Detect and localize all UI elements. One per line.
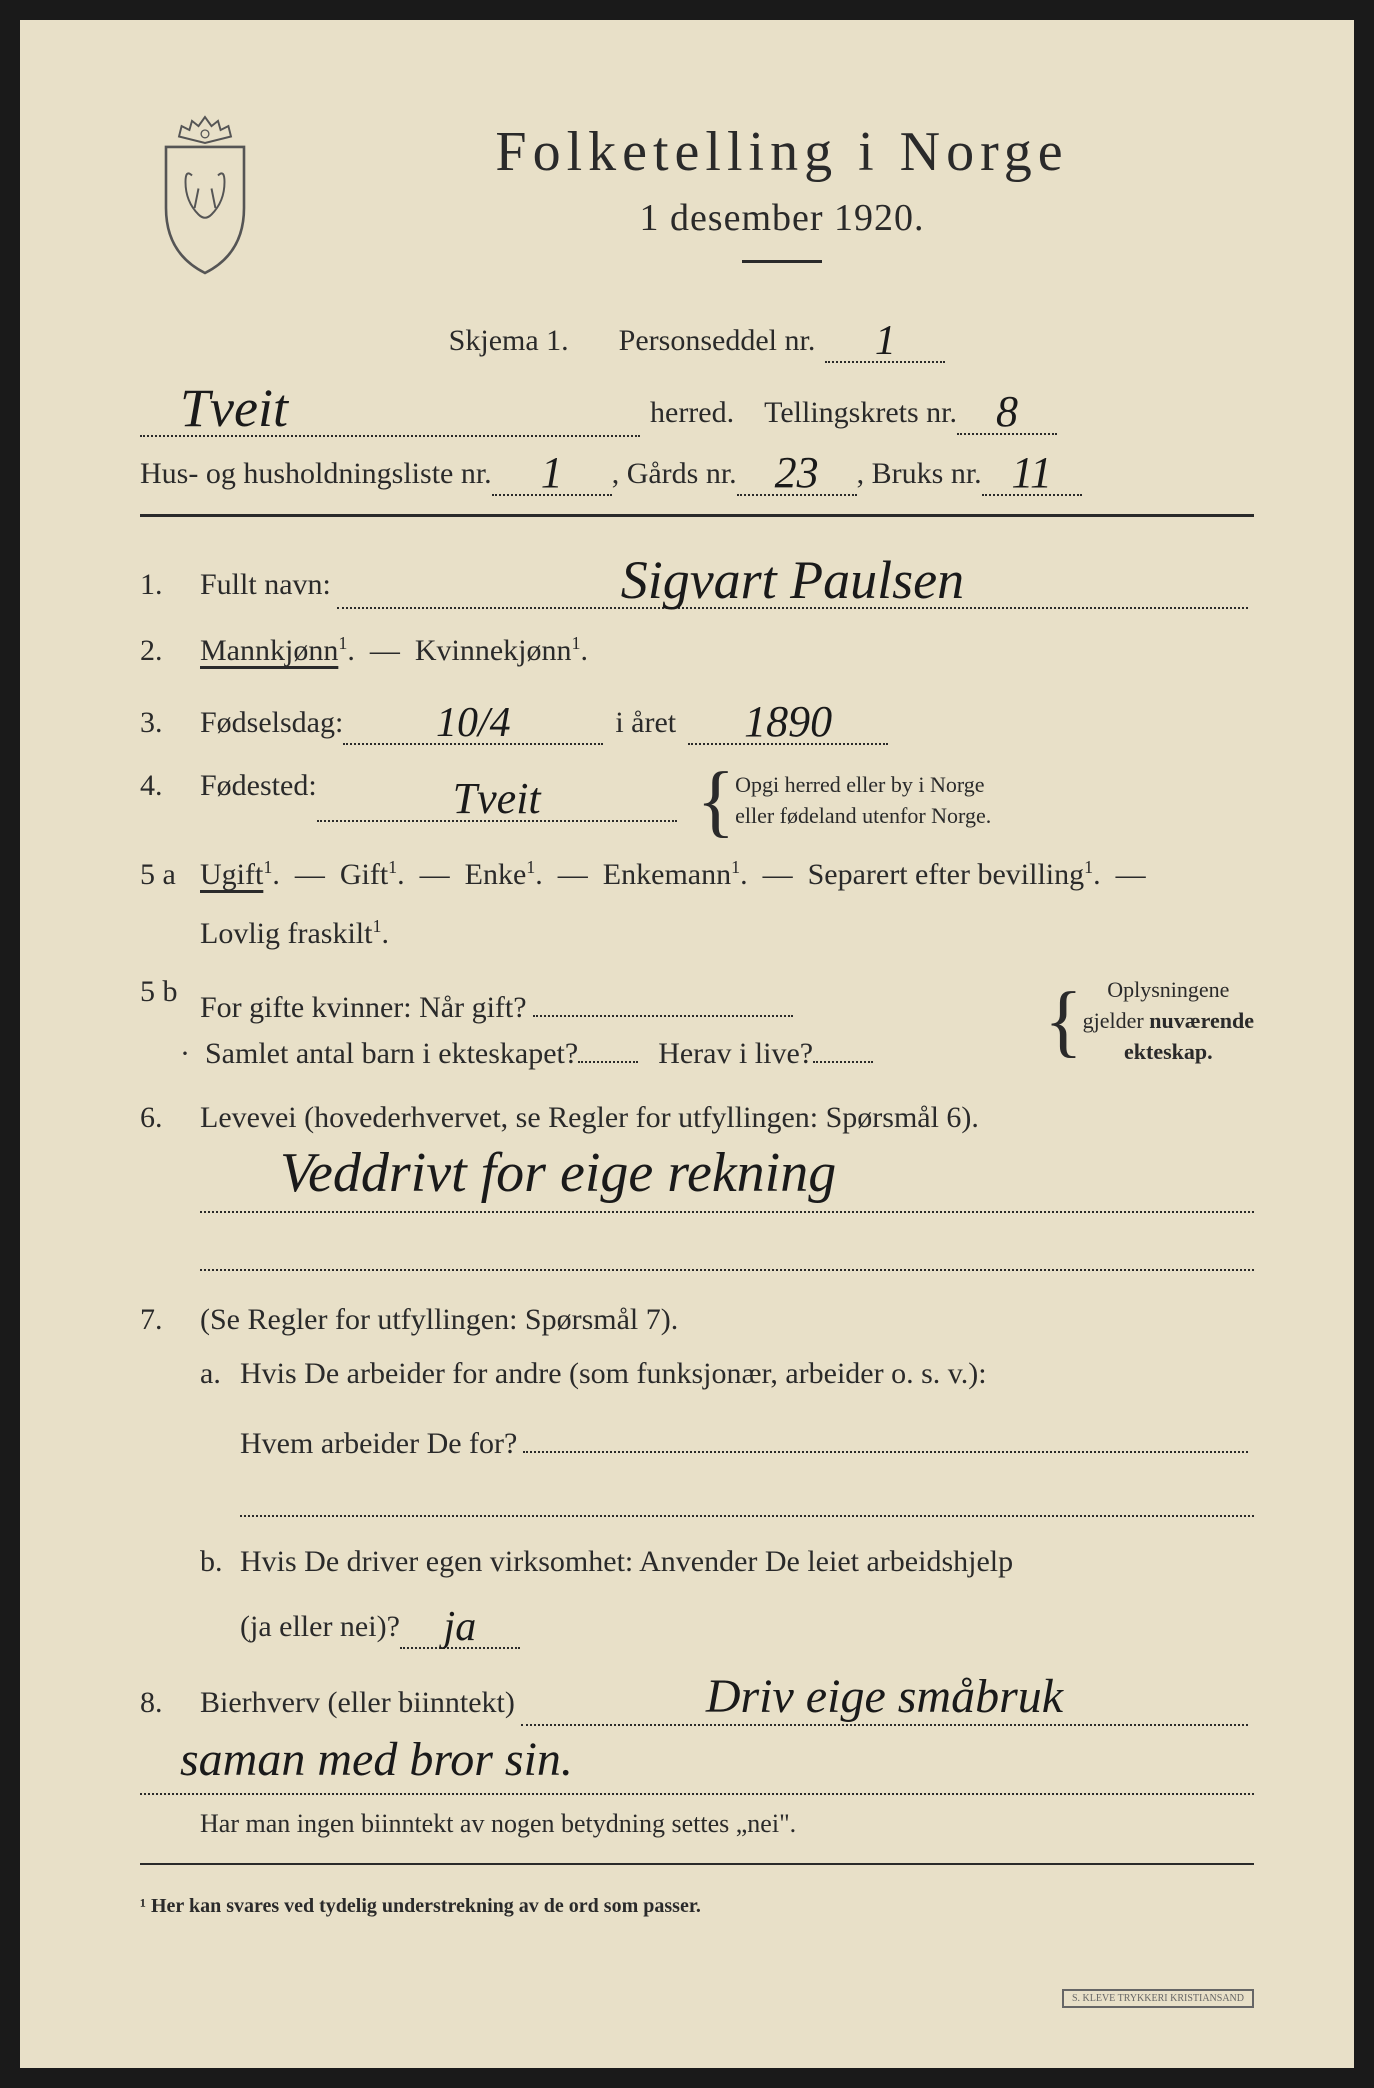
q5b-label3: Herav i live?	[658, 1037, 813, 1071]
q3-year-value: 1890	[688, 692, 888, 745]
q8-value-line2: saman med bror sin.	[140, 1726, 1254, 1795]
q2-kvinne: Kvinnekjønn	[415, 634, 572, 667]
q4-note-block: { Opgi herred eller by i Norge eller fød…	[697, 769, 992, 833]
q7a-text1: Hvis De arbeider for andre (som funksjon…	[240, 1357, 987, 1391]
q3-label: Fødselsdag:	[200, 706, 343, 740]
printer-stamp: S. KLEVE TRYKKERI KRISTIANSAND	[1062, 1989, 1254, 2008]
q8-row: 8. Bierhverv (eller biinntekt) Driv eige…	[140, 1669, 1254, 1839]
q7b-text2: (ja eller nei)?	[240, 1610, 400, 1644]
q5b-live	[813, 1061, 873, 1063]
q5a-enke: Enke	[465, 858, 527, 891]
herred-label: herred.	[650, 396, 734, 430]
q8-label: Bierhverv (eller biinntekt)	[200, 1686, 515, 1720]
q7a-text2: Hvem arbeider De for?	[240, 1427, 517, 1461]
schema-row: Skjema 1. Personseddel nr. 1	[140, 313, 1254, 363]
q5b-note3: ekteskap.	[1083, 1037, 1254, 1068]
title-divider	[742, 260, 822, 263]
q7b-value: ja	[400, 1599, 520, 1649]
gards-label: , Gårds nr.	[612, 457, 737, 491]
divider-1	[140, 514, 1254, 517]
q2-num: 2.	[140, 634, 200, 668]
q5a-separert: Separert efter bevilling	[808, 858, 1085, 891]
q5a-ugift: Ugift	[200, 858, 263, 891]
herred-value: Tveit	[140, 373, 640, 437]
q8-num: 8.	[140, 1686, 200, 1720]
brace-icon: {	[697, 769, 735, 833]
q4-label: Fødested:	[200, 769, 317, 803]
footnote: ¹ Her kan svares ved tydelig understrekn…	[140, 1895, 1254, 1918]
q5a-fraskilt: Lovlig fraskilt	[200, 917, 372, 950]
q6-row: 6. Levevei (hovederhvervet, se Regler fo…	[140, 1101, 1254, 1279]
q3-row: 3. Fødselsdag: 10/4 i året 1890	[140, 692, 1254, 745]
q4-num: 4.	[140, 769, 200, 803]
q5a-enkemann: Enkemann	[603, 858, 731, 891]
q7-num: 7.	[140, 1303, 200, 1337]
tellingskrets-value: 8	[957, 382, 1057, 435]
header: Folketelling i Norge 1 desember 1920.	[140, 110, 1254, 283]
q6-label: Levevei (hovederhvervet, se Regler for u…	[200, 1101, 979, 1135]
herred-row: Tveit herred. Tellingskrets nr. 8	[140, 373, 1254, 437]
q7a-label: a.	[200, 1357, 240, 1391]
q5b-num: 5 b	[140, 975, 200, 1009]
q1-num: 1.	[140, 568, 200, 602]
q2-content: Mannkjønn1. — Kvinnekjønn1.	[200, 633, 1254, 668]
q5b-label1: For gifte kvinner: Når gift?	[200, 991, 527, 1025]
q5b-note2: gjelder nuværende	[1083, 1006, 1254, 1037]
subtitle-date: 1 desember 1920.	[310, 196, 1254, 240]
q6-value-line1: Veddrivt for eige rekning	[200, 1135, 1254, 1213]
q2-mann: Mannkjønn	[200, 634, 338, 667]
bruks-value: 11	[982, 443, 1082, 496]
coat-of-arms-icon	[140, 110, 270, 280]
q5a-num: 5 a	[140, 858, 200, 892]
gards-value: 23	[737, 443, 857, 496]
q6-num: 6.	[140, 1101, 200, 1135]
personseddel-value: 1	[825, 313, 945, 363]
q7b-label: b.	[200, 1545, 240, 1579]
q8-value1: Driv eige småbruk	[521, 1669, 1248, 1726]
q5b-label2: Samlet antal barn i ekteskapet?	[205, 1037, 578, 1071]
q4-row: 4. Fødested: Tveit { Opgi herred eller b…	[140, 769, 1254, 833]
main-title: Folketelling i Norge	[310, 120, 1254, 184]
q6-value-line2	[200, 1221, 1254, 1271]
tellingskrets-label: Tellingskrets nr.	[764, 396, 957, 430]
q5a-gift: Gift	[340, 858, 388, 891]
q4-value: Tveit	[317, 769, 677, 822]
hus-value: 1	[492, 443, 612, 496]
q5b-note-block: { Oplysningene gjelder nuværende ekteska…	[1044, 975, 1254, 1067]
bruks-label: , Bruks nr.	[857, 457, 982, 491]
q1-row: 1. Fullt navn: Sigvart Paulsen	[140, 545, 1254, 609]
q5a-content: Ugift1. — Gift1. — Enke1. — Enkemann1. —…	[200, 857, 1254, 951]
q8-note: Har man ingen biinntekt av nogen betydni…	[200, 1809, 1254, 1839]
q7b-text1: Hvis De driver egen virksomhet: Anvender…	[240, 1545, 1013, 1579]
q5b-note1: Oplysningene	[1083, 975, 1254, 1006]
q4-note1: Opgi herred eller by i Norge	[735, 770, 991, 801]
personseddel-label: Personseddel nr.	[619, 324, 816, 358]
q3-year-label: i året	[615, 706, 676, 740]
q3-num: 3.	[140, 706, 200, 740]
q7a-value	[523, 1411, 1248, 1453]
hus-row: Hus- og husholdningsliste nr. 1 , Gårds …	[140, 443, 1254, 496]
q7-row: 7. (Se Regler for utfyllingen: Spørsmål …	[140, 1303, 1254, 1655]
brace-icon-2: {	[1044, 989, 1082, 1053]
q4-note2: eller fødeland utenfor Norge.	[735, 801, 991, 832]
q1-value-field: Sigvart Paulsen	[337, 545, 1248, 609]
divider-footer	[140, 1863, 1254, 1865]
q5b-gift-year	[533, 975, 793, 1017]
skjema-label: Skjema 1.	[449, 324, 569, 358]
q1-label: Fullt navn:	[200, 568, 331, 602]
q2-row: 2. Mannkjønn1. — Kvinnekjønn1.	[140, 633, 1254, 668]
q5a-row: 5 a Ugift1. — Gift1. — Enke1. — Enkemann…	[140, 857, 1254, 951]
title-block: Folketelling i Norge 1 desember 1920.	[310, 110, 1254, 283]
census-form-page: Folketelling i Norge 1 desember 1920. Sk…	[20, 20, 1354, 2068]
q3-day-value: 10/4	[343, 695, 603, 745]
q7-label: (Se Regler for utfyllingen: Spørsmål 7).	[200, 1303, 678, 1337]
q5b-barn	[578, 1061, 638, 1063]
q5b-row: 5 b For gifte kvinner: Når gift? · Samle…	[140, 975, 1254, 1077]
hus-label: Hus- og husholdningsliste nr.	[140, 457, 492, 491]
q7a-value-line2	[240, 1467, 1254, 1517]
